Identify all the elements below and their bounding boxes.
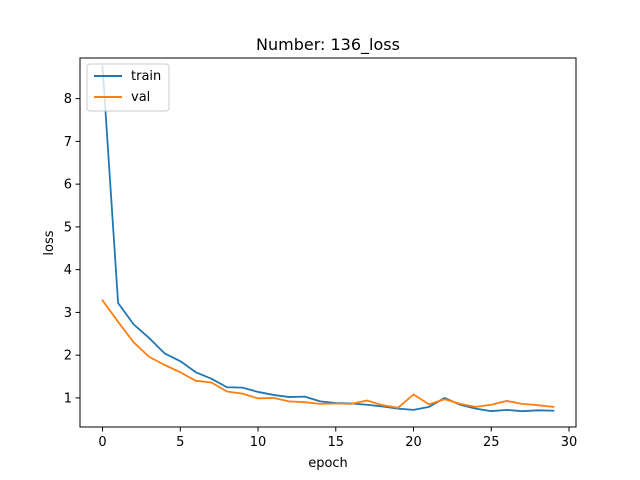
y-tick-label: 7 <box>64 135 72 150</box>
y-tick-label: 1 <box>64 391 72 406</box>
x-tick-label: 30 <box>561 435 578 450</box>
x-tick-label: 0 <box>98 435 106 450</box>
series-line-train <box>101 65 555 413</box>
legend-label-train: train <box>131 69 161 84</box>
legend-label-val: val <box>131 90 150 105</box>
series-line-val <box>101 299 555 409</box>
x-tick-label: 5 <box>176 435 184 450</box>
x-axis-title: epoch <box>308 456 348 471</box>
y-tick-label: 3 <box>64 306 72 321</box>
y-tick-label: 6 <box>64 178 72 193</box>
x-axis: 0 5 10 15 20 25 30 <box>98 427 577 450</box>
y-axis-title: loss <box>42 230 57 255</box>
y-tick-label: 2 <box>64 349 72 364</box>
legend: train val <box>86 63 170 112</box>
x-tick-label: 15 <box>328 435 345 450</box>
y-tick-label: 5 <box>64 220 72 235</box>
y-tick-label: 8 <box>64 92 72 107</box>
chart-title: Number: 136_loss <box>256 35 400 55</box>
x-tick-label: 20 <box>405 435 422 450</box>
y-tick-label: 4 <box>64 263 72 278</box>
y-axis: 1 2 3 4 5 6 7 8 <box>64 92 80 406</box>
x-tick-label: 10 <box>250 435 267 450</box>
plot-frame <box>79 57 577 428</box>
series-layer <box>101 65 555 413</box>
x-tick-label: 25 <box>483 435 500 450</box>
